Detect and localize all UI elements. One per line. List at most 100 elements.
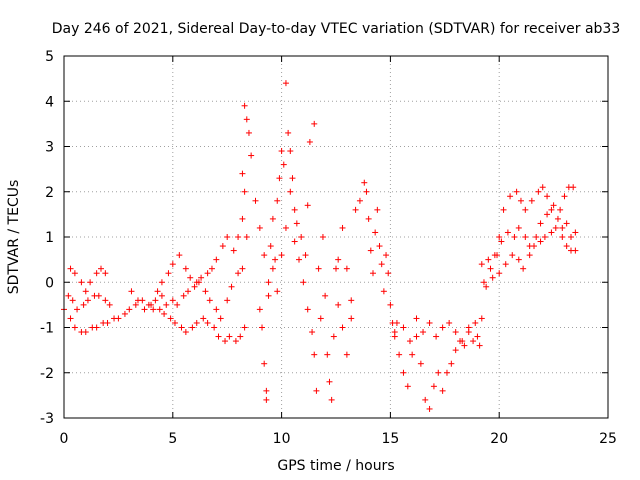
data-point xyxy=(404,383,411,390)
data-point xyxy=(202,288,209,295)
data-point xyxy=(522,234,529,240)
data-point xyxy=(559,234,566,240)
data-point xyxy=(339,224,346,231)
data-point xyxy=(333,265,339,272)
data-point xyxy=(343,351,350,358)
data-point xyxy=(287,188,294,195)
data-point xyxy=(494,252,501,259)
data-point xyxy=(561,193,568,200)
data-point xyxy=(80,301,87,308)
data-point xyxy=(261,360,268,367)
data-point xyxy=(74,306,81,313)
data-point xyxy=(328,396,335,403)
y-tick-label: 3 xyxy=(45,140,54,156)
data-point xyxy=(134,297,141,304)
data-point xyxy=(167,315,174,322)
data-point xyxy=(256,306,263,313)
data-point xyxy=(487,265,494,272)
data-point xyxy=(148,301,155,308)
data-point xyxy=(361,179,368,186)
data-point xyxy=(293,220,300,227)
data-point xyxy=(452,329,459,336)
data-point xyxy=(93,324,100,331)
data-point xyxy=(413,333,420,340)
data-point xyxy=(282,80,289,87)
data-point xyxy=(200,315,207,322)
data-point xyxy=(474,333,481,340)
data-point xyxy=(470,338,477,345)
y-tick-label: 5 xyxy=(45,49,54,65)
data-point xyxy=(128,288,135,295)
data-point xyxy=(263,387,270,394)
data-point xyxy=(169,297,176,304)
data-point xyxy=(274,288,281,295)
data-point xyxy=(67,315,74,322)
data-point xyxy=(517,197,524,204)
data-point xyxy=(291,206,298,213)
data-point xyxy=(185,288,192,295)
data-point xyxy=(265,292,272,299)
data-point xyxy=(489,274,496,281)
data-point xyxy=(348,297,355,304)
data-point xyxy=(550,202,557,209)
x-tick-label: 0 xyxy=(60,431,69,447)
data-point xyxy=(150,306,157,313)
data-point xyxy=(158,279,165,286)
data-point xyxy=(215,333,222,340)
data-point xyxy=(522,206,529,213)
series-trough-upper xyxy=(393,315,483,349)
data-point xyxy=(102,297,109,304)
data-point xyxy=(544,211,551,218)
data-points xyxy=(61,80,579,412)
data-point xyxy=(374,206,381,213)
data-point xyxy=(241,324,248,331)
x-tick-labels: 0 5 10 15 20 25 xyxy=(60,431,617,447)
x-tick-label: 25 xyxy=(599,431,617,447)
data-point xyxy=(211,324,218,331)
data-point xyxy=(191,283,198,290)
data-point xyxy=(67,265,74,272)
data-point xyxy=(315,265,322,272)
data-point xyxy=(182,329,189,336)
data-point xyxy=(228,283,235,290)
data-point xyxy=(396,351,403,358)
data-point xyxy=(204,270,211,277)
data-point xyxy=(570,184,577,191)
data-point xyxy=(319,234,326,240)
data-point xyxy=(178,324,185,331)
series-cluster-12-15 xyxy=(335,179,398,336)
data-point xyxy=(121,310,128,317)
data-point xyxy=(496,270,503,277)
data-point xyxy=(465,324,472,331)
data-point xyxy=(282,224,289,231)
data-point xyxy=(548,229,555,236)
data-point xyxy=(261,252,268,259)
data-point xyxy=(313,387,320,394)
data-point xyxy=(448,360,455,367)
data-point xyxy=(248,152,255,159)
data-point xyxy=(557,206,564,213)
series-rise-bottom xyxy=(483,224,579,290)
data-point xyxy=(115,315,122,322)
data-point xyxy=(309,329,316,336)
series-track-a xyxy=(61,297,248,345)
data-point xyxy=(265,279,272,286)
data-point xyxy=(302,252,309,259)
data-point xyxy=(237,333,244,340)
data-point xyxy=(126,306,133,313)
data-point xyxy=(439,324,446,331)
data-point xyxy=(296,256,303,263)
y-tick-label: -1 xyxy=(40,321,54,337)
data-point xyxy=(206,297,213,304)
data-point xyxy=(526,252,533,259)
data-point xyxy=(311,351,318,358)
data-point xyxy=(165,270,172,277)
y-tick-labels: -3 -2 -1 0 1 2 3 4 5 xyxy=(40,49,54,427)
data-point xyxy=(235,234,242,240)
data-point xyxy=(509,252,516,259)
data-point xyxy=(324,351,331,358)
data-point xyxy=(406,338,413,345)
data-point xyxy=(539,184,546,191)
chart-title: Day 246 of 2021, Sidereal Day-to-day VTE… xyxy=(52,21,621,37)
